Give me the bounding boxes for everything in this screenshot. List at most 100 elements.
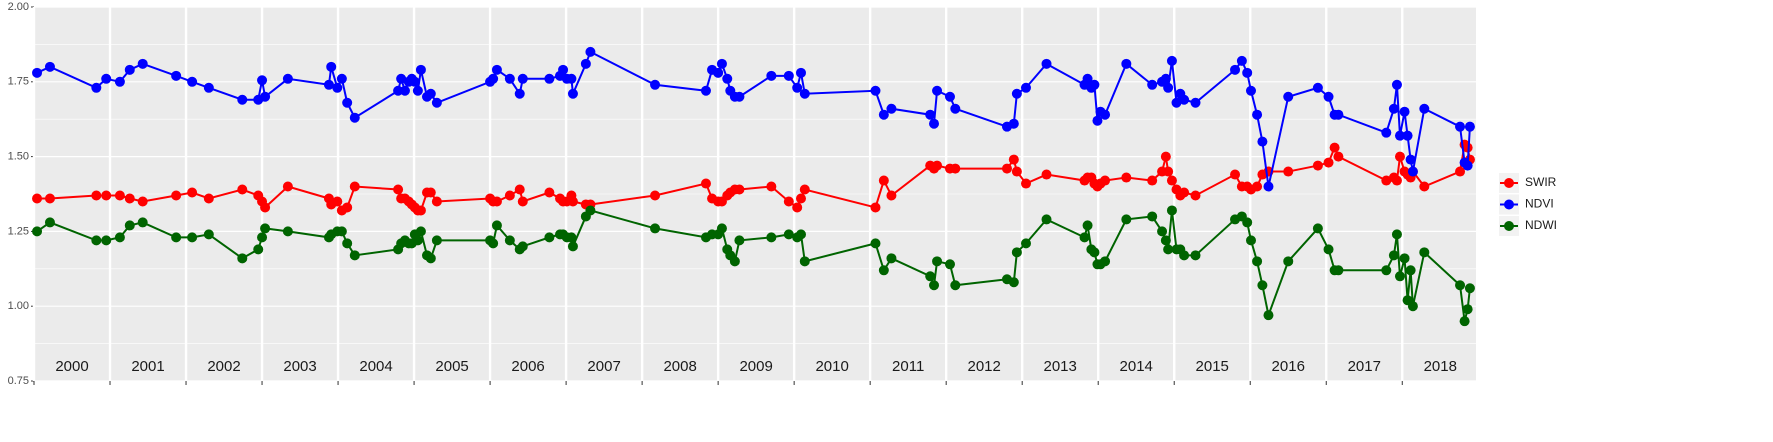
point (558, 64, 569, 75)
point (349, 250, 360, 261)
point (1242, 67, 1253, 78)
point (237, 253, 248, 264)
point (1041, 169, 1052, 180)
point (792, 82, 803, 93)
point (488, 238, 499, 249)
point (1082, 220, 1093, 231)
point (1121, 58, 1132, 69)
point (1100, 109, 1111, 120)
point (137, 196, 148, 207)
point (44, 193, 55, 204)
legend-point (1504, 221, 1514, 231)
point (137, 217, 148, 228)
point (1166, 205, 1177, 216)
point (713, 67, 724, 78)
point (137, 58, 148, 69)
point (950, 280, 961, 291)
point (1381, 265, 1392, 276)
point (792, 202, 803, 213)
point (332, 196, 343, 207)
point (567, 241, 578, 252)
point (1011, 247, 1022, 258)
point (517, 73, 528, 84)
point (44, 217, 55, 228)
point (886, 253, 897, 264)
point (342, 202, 353, 213)
point (32, 226, 43, 237)
point (114, 76, 125, 87)
point (1252, 256, 1263, 267)
point (929, 118, 940, 129)
y-tick-label: 0.75 (8, 375, 29, 387)
point (282, 181, 293, 192)
point (1171, 97, 1182, 108)
point (203, 82, 214, 93)
point (412, 235, 423, 246)
point (1394, 130, 1405, 141)
point (1230, 169, 1241, 180)
point (1020, 178, 1031, 189)
point (257, 232, 268, 243)
point (349, 112, 360, 123)
point (1257, 280, 1268, 291)
point (1323, 244, 1334, 255)
point (932, 256, 943, 267)
point (260, 202, 271, 213)
point (1082, 73, 1093, 84)
year-label: 2013 (1044, 358, 1077, 375)
point (1147, 175, 1158, 186)
point (1405, 154, 1416, 165)
point (1041, 58, 1052, 69)
point (567, 88, 578, 99)
year-label: 2016 (1272, 358, 1305, 375)
point (187, 232, 198, 243)
point (1252, 109, 1263, 120)
point (409, 76, 420, 87)
year-label: 2005 (435, 358, 468, 375)
point (734, 91, 745, 102)
point (650, 79, 661, 90)
point (1245, 235, 1256, 246)
point (650, 223, 661, 234)
point (1312, 223, 1323, 234)
point (944, 259, 955, 270)
point (716, 223, 727, 234)
point (567, 196, 578, 207)
point (431, 97, 442, 108)
point (886, 190, 897, 201)
point (544, 232, 555, 243)
point (795, 193, 806, 204)
point (886, 103, 897, 114)
point (1041, 214, 1052, 225)
point (332, 82, 343, 93)
point (517, 241, 528, 252)
point (1163, 166, 1174, 177)
point (425, 187, 436, 198)
point (700, 178, 711, 189)
point (1419, 103, 1430, 114)
y-tick-label: 1.00 (8, 300, 29, 312)
point (1230, 64, 1241, 75)
year-label: 2014 (1120, 358, 1153, 375)
point (114, 190, 125, 201)
point (1252, 181, 1263, 192)
point (1190, 250, 1201, 261)
point (431, 196, 442, 207)
point (1001, 163, 1012, 174)
point (1089, 247, 1100, 258)
point (203, 229, 214, 240)
point (342, 97, 353, 108)
point (431, 235, 442, 246)
point (1263, 310, 1274, 321)
point (32, 67, 43, 78)
point (187, 76, 198, 87)
point (1419, 181, 1430, 192)
point (1163, 244, 1174, 255)
point (1011, 166, 1022, 177)
legend-label: NDWI (1525, 218, 1557, 232)
point (950, 163, 961, 174)
legend-label: NDVI (1525, 197, 1554, 211)
point (585, 46, 596, 57)
point (870, 238, 881, 249)
